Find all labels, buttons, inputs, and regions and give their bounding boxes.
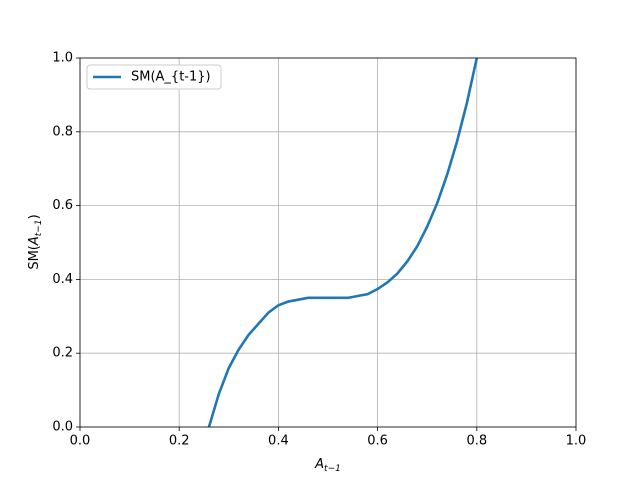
x-tick-label: 0.6 [367, 434, 388, 449]
y-tick-label: 0.6 [52, 198, 73, 213]
x-label-sub: t−1 [324, 464, 341, 474]
legend: SM(A_{t-1}) [86, 64, 222, 90]
x-tick-label: 0.8 [466, 434, 487, 449]
grid [79, 57, 577, 428]
x-tick-label: 0.2 [169, 434, 190, 449]
y-axis-label: SM(At−1) [27, 214, 44, 269]
x-tick-label: 1.0 [566, 434, 587, 449]
legend-label: SM(A_{t-1}) [131, 70, 211, 85]
x-tick-label: 0.0 [70, 434, 91, 449]
y-tick-label: 0.0 [52, 420, 73, 435]
plot-area [207, 58, 479, 427]
y-tick-label: 0.4 [52, 272, 73, 287]
x-tick-label: 0.4 [268, 434, 289, 449]
x-label-base: A [314, 457, 324, 472]
axes-frame [79, 57, 577, 428]
y-label-post: ) [27, 214, 42, 219]
legend-box [86, 64, 222, 90]
y-tick-label: 0.2 [52, 346, 73, 361]
y-label-sub: t−1 [34, 219, 44, 236]
data-line [207, 58, 479, 427]
y-tick-label: 0.8 [52, 124, 73, 139]
y-tick-label: 1.0 [52, 51, 73, 66]
y-label-pre: SM( [27, 245, 42, 270]
x-axis-label: At−1 [314, 457, 341, 474]
y-label-base: A [27, 236, 42, 246]
